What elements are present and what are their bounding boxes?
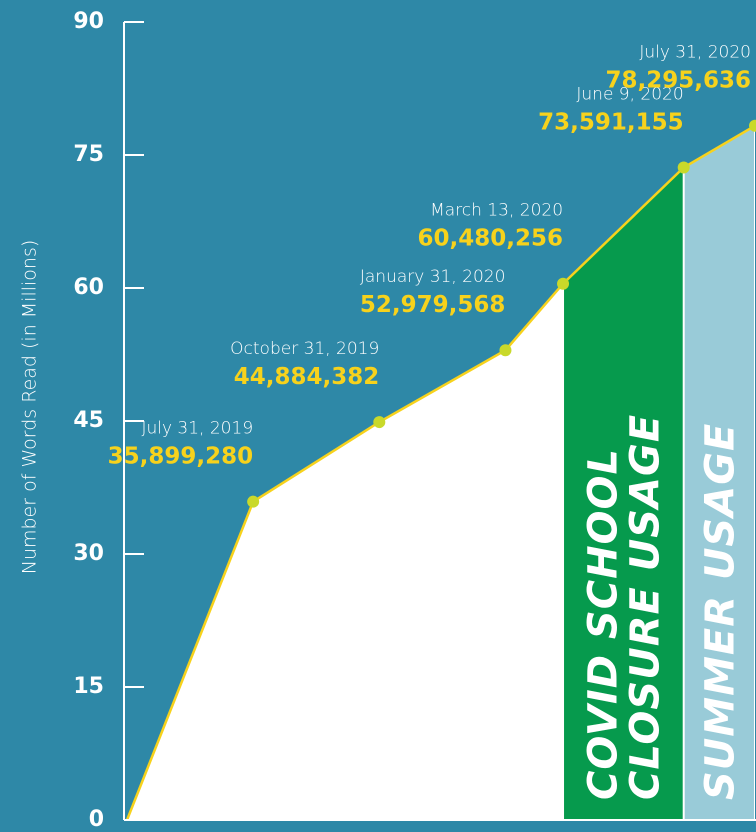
- region-summer: SUMMER USAGE: [684, 125, 754, 821]
- date-label-2: October 31, 2019: [230, 339, 379, 359]
- y-tick-label-60: 60: [73, 275, 104, 300]
- data-point-4: [557, 277, 570, 290]
- date-label-1: July 31, 2019: [141, 419, 253, 439]
- y-tick-label-45: 45: [73, 408, 104, 433]
- data-point-2: [373, 416, 386, 429]
- y-axis-label: Number of Words Read (in Millions): [19, 240, 41, 575]
- y-tick-label-90: 90: [73, 9, 104, 34]
- value-label-3: 52,979,568: [360, 292, 506, 318]
- date-label-4: March 13, 2020: [430, 201, 563, 221]
- y-tick-label-0: 0: [89, 807, 104, 832]
- value-label-5: 73,591,155: [538, 110, 684, 136]
- y-tick-label-75: 75: [73, 142, 104, 167]
- data-point-6: [749, 119, 756, 132]
- value-label-4: 60,480,256: [418, 226, 564, 252]
- date-label-3: January 31, 2020: [360, 267, 506, 287]
- data-point-1: [247, 495, 260, 508]
- region-label-summer-0: SUMMER USAGE: [697, 423, 743, 800]
- data-point-3: [499, 344, 512, 357]
- region-fill-summer: [684, 125, 754, 821]
- region-fill-covid: [564, 167, 683, 820]
- value-label-6: 78,295,636: [605, 68, 751, 94]
- date-label-6: July 31, 2020: [639, 43, 751, 63]
- value-label-2: 44,884,382: [234, 364, 380, 390]
- y-tick-label-15: 15: [73, 674, 104, 699]
- region-label-covid-0: COVID SCHOOL: [580, 448, 626, 800]
- value-label-1: 35,899,280: [108, 444, 254, 470]
- data-point-5: [677, 161, 690, 174]
- region-label-covid-1: CLOSURE USAGE: [622, 414, 668, 800]
- y-tick-label-30: 30: [73, 541, 104, 566]
- date-label-5: June 9, 2020: [576, 85, 683, 105]
